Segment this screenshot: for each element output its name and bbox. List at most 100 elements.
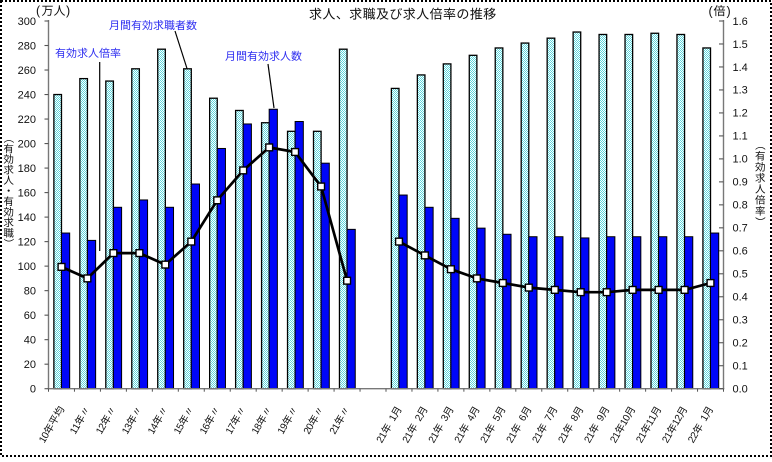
svg-text:1: 1 bbox=[68, 426, 81, 437]
svg-text:1: 1 bbox=[585, 430, 598, 441]
svg-text:8: 8 bbox=[569, 413, 582, 424]
svg-text:140: 140 bbox=[18, 212, 36, 224]
svg-text:1.0: 1.0 bbox=[733, 154, 748, 166]
svg-text:1.3: 1.3 bbox=[733, 85, 748, 97]
svg-text:1: 1 bbox=[670, 417, 683, 428]
svg-text:180: 180 bbox=[18, 163, 36, 175]
svg-text:0.3: 0.3 bbox=[733, 315, 748, 327]
svg-text:1: 1 bbox=[611, 430, 624, 441]
svg-text:2: 2 bbox=[686, 434, 699, 445]
svg-text:2: 2 bbox=[608, 434, 621, 445]
svg-text:1: 1 bbox=[644, 417, 657, 428]
svg-text:0.7: 0.7 bbox=[733, 223, 748, 235]
svg-text:220: 220 bbox=[18, 114, 36, 126]
svg-text:5: 5 bbox=[175, 421, 188, 432]
svg-text:1: 1 bbox=[94, 426, 107, 437]
svg-text:2: 2 bbox=[328, 426, 341, 437]
svg-text:0: 0 bbox=[30, 384, 36, 396]
svg-text:1: 1 bbox=[198, 426, 211, 437]
svg-text:7: 7 bbox=[543, 413, 556, 424]
svg-text:0: 0 bbox=[40, 430, 53, 441]
svg-text:1: 1 bbox=[120, 426, 133, 437]
svg-text:1: 1 bbox=[699, 413, 712, 424]
svg-text:0.9: 0.9 bbox=[733, 177, 748, 189]
svg-text:40: 40 bbox=[24, 335, 36, 347]
svg-text:1.5: 1.5 bbox=[733, 39, 748, 51]
svg-text:8: 8 bbox=[253, 421, 266, 432]
svg-text:1: 1 bbox=[330, 421, 343, 432]
svg-text:2: 2 bbox=[660, 434, 673, 445]
svg-text:1.1: 1.1 bbox=[733, 131, 748, 143]
svg-text:4: 4 bbox=[149, 421, 162, 432]
svg-text:): ) bbox=[66, 4, 70, 18]
svg-text:1: 1 bbox=[172, 426, 185, 437]
svg-text:6: 6 bbox=[517, 413, 530, 424]
svg-text:2: 2 bbox=[673, 413, 686, 424]
svg-text:60: 60 bbox=[24, 310, 36, 322]
svg-text:1: 1 bbox=[481, 430, 494, 441]
svg-text:2: 2 bbox=[634, 434, 647, 445]
svg-text:2: 2 bbox=[401, 434, 414, 445]
svg-text:0.4: 0.4 bbox=[733, 292, 748, 304]
svg-text:1: 1 bbox=[647, 413, 660, 424]
svg-text:0.0: 0.0 bbox=[733, 384, 748, 396]
svg-text:200: 200 bbox=[18, 138, 36, 150]
svg-text:2: 2 bbox=[427, 434, 440, 445]
svg-text:6: 6 bbox=[201, 421, 214, 432]
svg-text:2: 2 bbox=[505, 434, 518, 445]
svg-text:9: 9 bbox=[595, 413, 608, 424]
svg-text:0.5: 0.5 bbox=[733, 269, 748, 281]
svg-text:240: 240 bbox=[18, 89, 36, 101]
svg-text:2: 2 bbox=[583, 434, 596, 445]
svg-text:4: 4 bbox=[465, 413, 478, 424]
svg-text:1: 1 bbox=[429, 430, 442, 441]
svg-text:7: 7 bbox=[227, 421, 240, 432]
svg-text:300: 300 bbox=[18, 16, 36, 28]
svg-text:80: 80 bbox=[24, 285, 36, 297]
svg-text:20: 20 bbox=[24, 359, 36, 371]
svg-text:1.6: 1.6 bbox=[733, 16, 748, 28]
svg-text:2: 2 bbox=[557, 434, 570, 445]
svg-text:3: 3 bbox=[439, 413, 452, 424]
svg-text:2: 2 bbox=[531, 434, 544, 445]
svg-text:0: 0 bbox=[621, 413, 634, 424]
svg-text:0.6: 0.6 bbox=[733, 246, 748, 258]
svg-text:1: 1 bbox=[250, 426, 263, 437]
svg-text:2: 2 bbox=[97, 421, 110, 432]
svg-text:1.4: 1.4 bbox=[733, 62, 748, 74]
svg-text:1: 1 bbox=[224, 426, 237, 437]
svg-text:120: 120 bbox=[18, 236, 36, 248]
svg-text:1: 1 bbox=[276, 426, 289, 437]
svg-text:9: 9 bbox=[278, 421, 291, 432]
svg-text:2: 2 bbox=[302, 426, 315, 437]
svg-text:1.2: 1.2 bbox=[733, 108, 748, 120]
svg-text:0: 0 bbox=[304, 421, 317, 432]
svg-text:2: 2 bbox=[375, 434, 388, 445]
svg-text:2: 2 bbox=[689, 430, 702, 441]
svg-text:1: 1 bbox=[403, 430, 416, 441]
svg-text:1: 1 bbox=[637, 430, 650, 441]
svg-text:1: 1 bbox=[146, 426, 159, 437]
svg-text:): ) bbox=[727, 5, 731, 19]
svg-text:280: 280 bbox=[18, 40, 36, 52]
svg-text:2: 2 bbox=[453, 434, 466, 445]
svg-text:0.8: 0.8 bbox=[733, 200, 748, 212]
svg-text:1: 1 bbox=[618, 417, 631, 428]
svg-text:5: 5 bbox=[491, 413, 504, 424]
svg-text:1: 1 bbox=[663, 430, 676, 441]
svg-text:2: 2 bbox=[479, 434, 492, 445]
svg-text:1: 1 bbox=[507, 430, 520, 441]
svg-text:1: 1 bbox=[533, 430, 546, 441]
svg-text:2: 2 bbox=[413, 413, 426, 424]
svg-text:1: 1 bbox=[71, 421, 84, 432]
svg-text:0.1: 0.1 bbox=[733, 361, 748, 373]
svg-text:(: ( bbox=[709, 5, 714, 19]
svg-text:0.2: 0.2 bbox=[733, 338, 748, 350]
svg-text:1: 1 bbox=[37, 434, 50, 445]
svg-text:160: 160 bbox=[18, 187, 36, 199]
svg-text:1: 1 bbox=[455, 430, 468, 441]
svg-text:1: 1 bbox=[559, 430, 572, 441]
svg-text:100: 100 bbox=[18, 261, 36, 273]
svg-text:1: 1 bbox=[387, 413, 400, 424]
svg-text:(: ( bbox=[36, 4, 41, 18]
